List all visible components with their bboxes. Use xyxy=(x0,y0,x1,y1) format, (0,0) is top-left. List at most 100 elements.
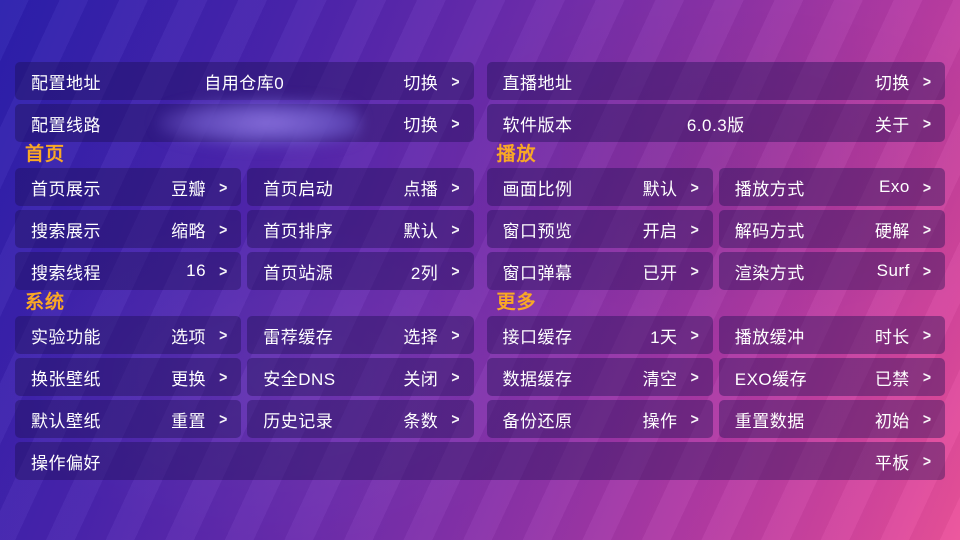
setting-label: 重置数据 xyxy=(734,411,805,431)
setting-label: 首页展示 xyxy=(31,179,101,199)
setting-card-history[interactable]: 历史记录 条数 > xyxy=(247,400,474,438)
chevron-right-icon: > xyxy=(922,367,931,387)
setting-value: 豆瓣 xyxy=(171,179,207,199)
setting-card-home-sort[interactable]: 首页排序 默认 > xyxy=(247,210,474,248)
settings-grid: 首页 首页展示 豆瓣 > 首页启动 点播 > 搜索展示 缩略 xyxy=(15,142,945,438)
chevron-right-icon: > xyxy=(922,409,931,429)
setting-value: 点播 xyxy=(403,179,439,199)
setting-value: 16 xyxy=(186,261,207,280)
setting-card-search-threads[interactable]: 搜索线程 16 > xyxy=(15,252,242,290)
setting-label: 窗口弹幕 xyxy=(502,263,573,283)
chevron-right-icon: > xyxy=(451,325,460,345)
live-address-action: 切换 xyxy=(874,73,910,93)
setting-card-recommend-cache[interactable]: 雷荐缓存 选择 > xyxy=(247,316,474,354)
setting-value: 时长 xyxy=(874,327,910,347)
setting-card-reset-data[interactable]: 重置数据 初始 > xyxy=(718,400,945,438)
chevron-right-icon: > xyxy=(922,261,931,281)
setting-label: 实验功能 xyxy=(31,327,101,347)
chevron-right-icon: > xyxy=(219,177,228,197)
chevron-right-icon: > xyxy=(690,261,699,281)
config-address-card[interactable]: 配置地址 自用仓库0 切换 > xyxy=(15,62,474,100)
config-line-card[interactable]: 配置线路 切换 > xyxy=(15,98,474,148)
setting-card-home-sources[interactable]: 首页站源 2列 > xyxy=(247,252,474,290)
setting-value: 清空 xyxy=(642,369,678,389)
setting-card-home-launch[interactable]: 首页启动 点播 > xyxy=(247,168,474,206)
setting-card-secure-dns[interactable]: 安全DNS 关闭 > xyxy=(247,358,474,396)
setting-label: 搜索展示 xyxy=(31,221,101,241)
setting-card-backup-restore[interactable]: 备份还原 操作 > xyxy=(486,400,713,438)
chevron-right-icon: > xyxy=(690,177,699,197)
setting-value: 硬解 xyxy=(874,221,910,241)
config-line-action: 切换 xyxy=(403,115,439,135)
setting-value: 关闭 xyxy=(403,369,439,389)
top-rows: 配置地址 自用仓库0 切换 > 配置线路 切换 > 直播地址 切换 > xyxy=(15,62,945,148)
setting-value: 已禁 xyxy=(874,369,910,389)
chevron-right-icon: > xyxy=(922,219,931,239)
setting-label: 安全DNS xyxy=(263,369,336,389)
setting-value: 选项 xyxy=(171,327,207,347)
setting-value: 2列 xyxy=(410,263,439,283)
setting-label: 首页启动 xyxy=(263,179,334,199)
setting-label: 播放方式 xyxy=(734,179,805,199)
chevron-right-icon: > xyxy=(451,261,460,281)
section-title-play: 播放 xyxy=(496,144,537,165)
chevron-right-icon: > xyxy=(219,325,228,345)
setting-card-player-type[interactable]: 播放方式 Exo > xyxy=(718,168,945,206)
software-version-card[interactable]: 软件版本 6.0.3版 关于 > xyxy=(486,104,945,142)
setting-card-experimental[interactable]: 实验功能 选项 > xyxy=(15,316,242,354)
setting-card-play-buffer[interactable]: 播放缓冲 时长 > xyxy=(718,316,945,354)
chevron-right-icon: > xyxy=(922,177,931,197)
setting-value: 缩略 xyxy=(171,221,207,241)
chevron-right-icon: > xyxy=(922,71,931,91)
config-address-value: 自用仓库0 xyxy=(204,73,285,93)
settings-content: 配置地址 自用仓库0 切换 > 配置线路 切换 > 直播地址 切换 > xyxy=(15,62,945,480)
chevron-right-icon: > xyxy=(219,219,228,239)
setting-value: 更换 xyxy=(171,369,207,389)
setting-label: 数据缓存 xyxy=(502,369,573,389)
chevron-right-icon: > xyxy=(451,409,460,429)
setting-label: 画面比例 xyxy=(502,179,573,199)
setting-value: 选择 xyxy=(403,327,439,347)
setting-label: 渲染方式 xyxy=(734,263,805,283)
setting-card-render-mode[interactable]: 渲染方式 Surf > xyxy=(718,252,945,290)
setting-card-decode-mode[interactable]: 解码方式 硬解 > xyxy=(718,210,945,248)
setting-value: 操作 xyxy=(642,411,678,431)
setting-label: 搜索线程 xyxy=(31,263,101,283)
setting-label: 换张壁纸 xyxy=(31,369,101,389)
config-line-label: 配置线路 xyxy=(31,115,101,135)
setting-value: 默认 xyxy=(642,179,678,199)
setting-card-default-wallpaper[interactable]: 默认壁纸 重置 > xyxy=(15,400,242,438)
setting-card-window-preview[interactable]: 窗口预览 开启 > xyxy=(486,210,713,248)
setting-label: 首页站源 xyxy=(263,263,334,283)
setting-card-aspect-ratio[interactable]: 画面比例 默认 > xyxy=(486,168,713,206)
operation-preference-card[interactable]: 操作偏好 平板 > xyxy=(15,442,945,480)
setting-card-api-cache[interactable]: 接口缓存 1天 > xyxy=(486,316,713,354)
software-version-action: 关于 xyxy=(874,115,910,135)
setting-label: EXO缓存 xyxy=(734,369,808,389)
setting-card-data-cache[interactable]: 数据缓存 清空 > xyxy=(486,358,713,396)
chevron-right-icon: > xyxy=(219,409,228,429)
setting-card-window-danmaku[interactable]: 窗口弹幕 已开 > xyxy=(486,252,713,290)
blurred-value-patch xyxy=(157,98,361,148)
chevron-right-icon: > xyxy=(451,177,460,197)
setting-value: 重置 xyxy=(171,411,207,431)
setting-value: Surf xyxy=(876,261,910,280)
live-address-card[interactable]: 直播地址 切换 > xyxy=(486,62,945,100)
chevron-right-icon: > xyxy=(690,367,699,387)
software-version-value: 6.0.3版 xyxy=(686,115,745,135)
config-address-label: 配置地址 xyxy=(31,73,101,93)
setting-value: Exo xyxy=(879,177,910,196)
setting-label: 播放缓冲 xyxy=(734,327,805,347)
setting-card-change-wallpaper[interactable]: 换张壁纸 更换 > xyxy=(15,358,242,396)
chevron-right-icon: > xyxy=(451,113,460,133)
setting-card-exo-cache[interactable]: EXO缓存 已禁 > xyxy=(718,358,945,396)
setting-card-home-display[interactable]: 首页展示 豆瓣 > xyxy=(15,168,242,206)
setting-card-search-display[interactable]: 搜索展示 缩略 > xyxy=(15,210,242,248)
chevron-right-icon: > xyxy=(922,113,931,133)
live-address-label: 直播地址 xyxy=(502,73,573,93)
setting-label: 窗口预览 xyxy=(502,221,573,241)
chevron-right-icon: > xyxy=(451,219,460,239)
chevron-right-icon: > xyxy=(922,325,931,345)
setting-value: 初始 xyxy=(874,411,910,431)
